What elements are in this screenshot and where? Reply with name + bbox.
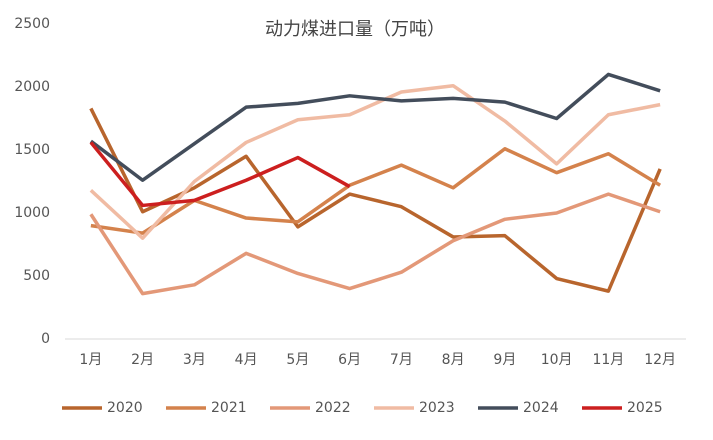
x-tick-label: 12月 xyxy=(644,352,676,368)
legend-label: 2023 xyxy=(419,400,455,416)
x-tick-label: 3月 xyxy=(183,352,206,368)
y-tick-label: 1000 xyxy=(14,205,50,221)
x-tick-label: 5月 xyxy=(286,352,309,368)
x-tick-label: 10月 xyxy=(541,352,573,368)
x-tick-label: 11月 xyxy=(592,352,624,368)
legend-label: 2024 xyxy=(523,400,559,416)
y-tick-label: 2500 xyxy=(14,16,50,32)
y-tick-label: 1500 xyxy=(14,142,50,158)
series-line xyxy=(90,146,662,235)
series-line xyxy=(89,192,661,296)
x-tick-label: 8月 xyxy=(442,352,465,368)
x-tick-label: 4月 xyxy=(235,352,258,368)
x-tick-label: 7月 xyxy=(390,352,413,368)
legend-label: 2021 xyxy=(211,400,247,416)
chart-title: 动力煤进口量（万吨） xyxy=(265,19,445,40)
series-line xyxy=(89,141,351,208)
y-tick-label: 2000 xyxy=(14,79,50,95)
series-line xyxy=(89,72,661,182)
y-tick-label: 500 xyxy=(23,268,50,284)
legend-label: 2025 xyxy=(627,400,663,416)
y-tick-label: 0 xyxy=(41,331,50,347)
x-tick-label: 9月 xyxy=(493,352,516,368)
x-tick-label: 6月 xyxy=(338,352,361,368)
legend-label: 2020 xyxy=(107,400,143,416)
x-tick-label: 1月 xyxy=(79,352,102,368)
series-line xyxy=(89,83,661,240)
legend-label: 2022 xyxy=(315,400,351,416)
x-tick-label: 2月 xyxy=(131,352,154,368)
